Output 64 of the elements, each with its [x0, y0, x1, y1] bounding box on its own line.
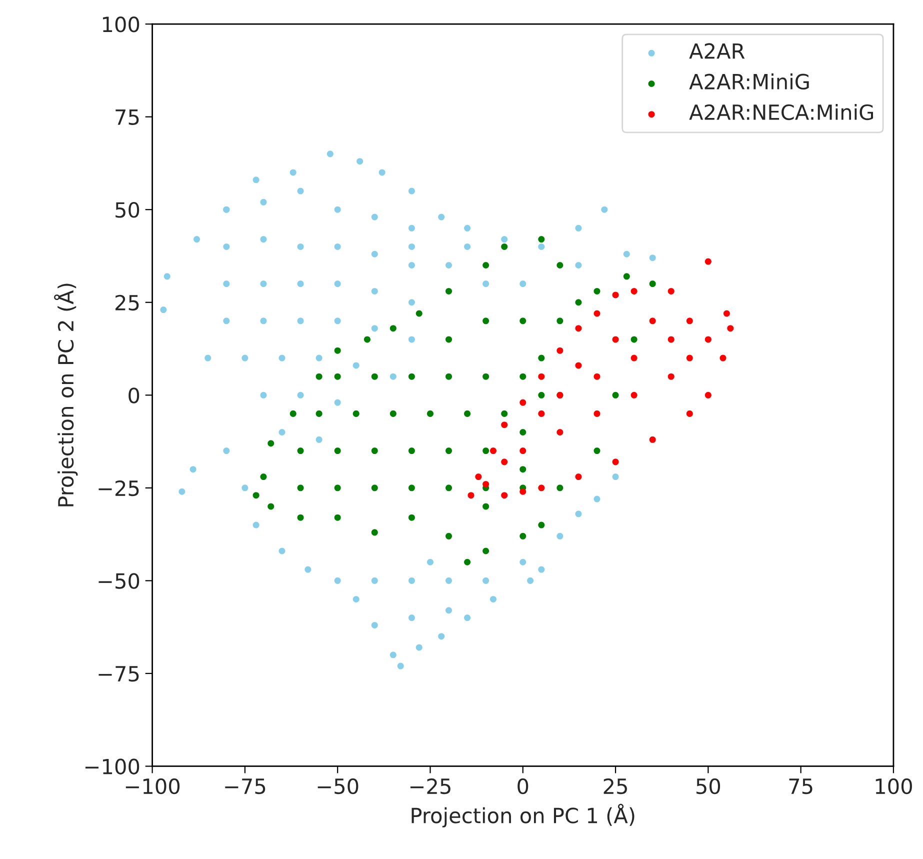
y-tick-label: 0	[128, 388, 140, 404]
point	[468, 492, 474, 499]
point	[668, 373, 674, 380]
y-tick-label: 25	[116, 294, 139, 311]
point	[630, 354, 638, 362]
x-tick-label: −25	[410, 778, 450, 794]
x-tick-label: −50	[318, 778, 358, 794]
point	[727, 325, 734, 332]
point	[720, 354, 726, 362]
point	[649, 318, 656, 324]
y-tick-label: −100	[85, 758, 140, 774]
point	[686, 318, 693, 324]
x-tick-label: 75	[789, 778, 812, 794]
y-tick-label: −50	[98, 573, 140, 589]
y-tick-label: −25	[98, 480, 139, 496]
point	[556, 428, 564, 436]
point	[649, 436, 656, 443]
point	[575, 474, 582, 480]
legend-label: A2AR	[689, 43, 745, 59]
point	[594, 310, 600, 317]
point	[594, 410, 600, 417]
y-axis-title: Projection on PC 2 (Å)	[54, 284, 78, 506]
point	[490, 448, 496, 454]
point	[668, 336, 674, 343]
point	[538, 410, 545, 417]
point	[594, 373, 600, 380]
point	[704, 336, 712, 343]
point	[686, 354, 693, 362]
point	[612, 336, 619, 343]
point	[538, 484, 545, 492]
point	[704, 392, 712, 398]
point	[575, 325, 582, 332]
point	[686, 410, 693, 417]
point	[556, 347, 564, 354]
x-tick-label: 100	[876, 778, 912, 794]
point	[501, 492, 508, 499]
point	[475, 474, 482, 480]
x-tick-label: −75	[225, 778, 266, 794]
point	[630, 288, 638, 294]
y-tick-label: −75	[98, 666, 139, 682]
x-tick-label: −100	[126, 778, 180, 794]
legend-label: A2AR:MiniG	[689, 73, 809, 90]
x-tick-label: 0	[518, 778, 528, 794]
x-axis-title: Projection on PC 1 (Å)	[412, 804, 634, 828]
point	[520, 448, 526, 454]
point	[575, 362, 582, 369]
x-tick-label: 50	[696, 778, 720, 794]
y-tick-label: 50	[116, 202, 140, 218]
point	[520, 399, 526, 406]
point	[612, 292, 619, 298]
y-tick-label: 75	[116, 110, 139, 126]
legend-label: A2AR:NECA:MiniG	[689, 104, 874, 120]
point	[482, 480, 490, 488]
point	[612, 458, 619, 466]
y-tick-label: 100	[103, 16, 140, 32]
point	[723, 310, 730, 317]
point	[520, 488, 526, 495]
point	[630, 392, 638, 398]
point	[704, 258, 712, 265]
point	[501, 458, 508, 466]
point	[501, 422, 508, 428]
point	[668, 288, 674, 294]
point	[538, 373, 545, 380]
x-tick-label: 25	[604, 778, 627, 794]
